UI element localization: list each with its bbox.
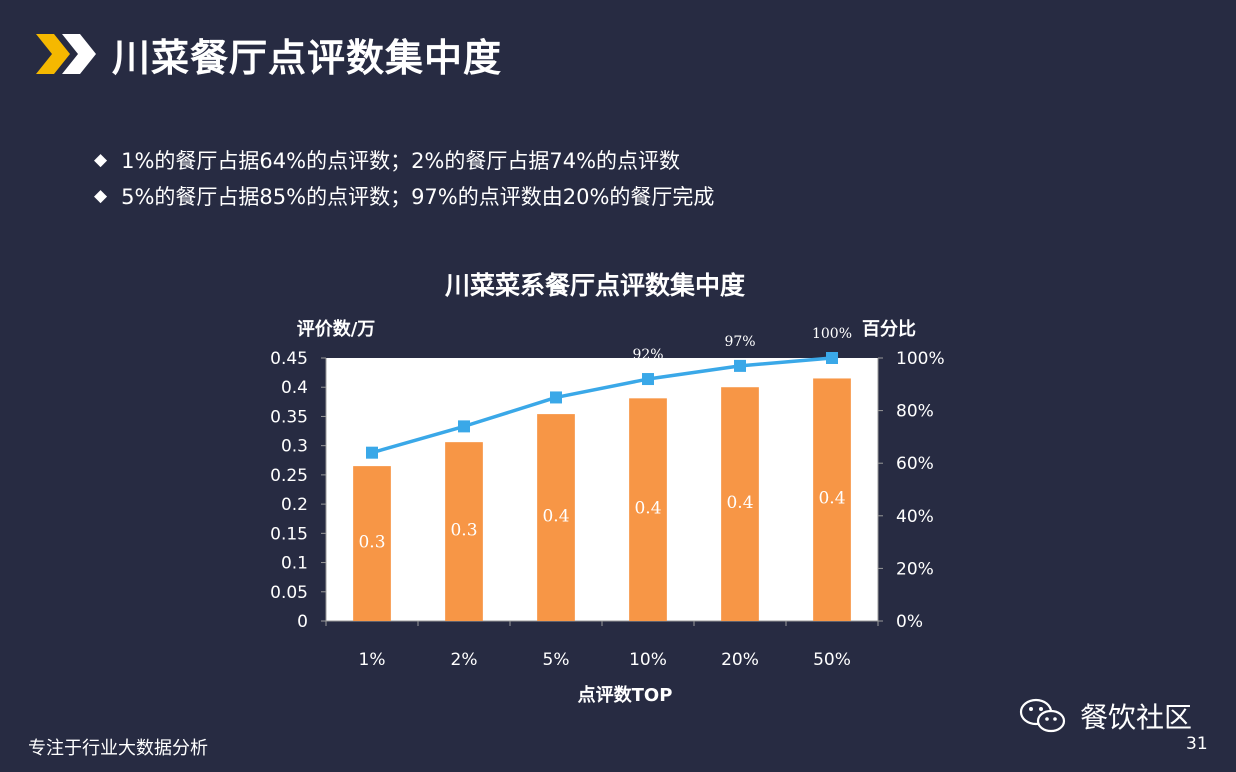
x-tick-label: 50% [813, 650, 851, 670]
line-data-label: 64% [356, 421, 387, 437]
y-tick-label: 0.2 [281, 495, 308, 515]
plot-area [326, 358, 878, 621]
y2-tick-label: 0% [896, 612, 923, 632]
bar-data-label: 0.4 [542, 507, 569, 527]
bar-data-label: 0.3 [358, 533, 385, 553]
y2-tick-label: 80% [896, 402, 934, 422]
bullet-text: 1%的餐厅占据64%的点评数；2%的餐厅占据74%的点评数 [121, 149, 681, 173]
brand-name: 餐饮社区 [1080, 701, 1193, 734]
y2-tick-label: 100% [896, 349, 945, 369]
page-title: 川菜餐厅点评数集中度 [112, 35, 503, 80]
x-tick-label: 5% [543, 650, 570, 670]
y-tick-label: 0 [297, 612, 308, 632]
y-tick-label: 0.45 [270, 349, 308, 369]
double-chevron-icon [36, 34, 96, 74]
brand-watermark: 餐饮社区 [1018, 696, 1192, 736]
line-point [734, 359, 746, 372]
bullet-item: ◆ 5%的餐厅占据85%的点评数；97%的点评数由20%的餐厅完成 [94, 178, 714, 214]
page-number: 31 [1186, 734, 1208, 754]
line-point [550, 391, 562, 404]
bar [537, 414, 575, 621]
x-tick-label: 1% [359, 650, 386, 670]
line-data-label: 97% [724, 334, 755, 350]
diamond-bullet-icon: ◆ [94, 150, 108, 170]
title-bar: 川菜餐厅点评数集中度 [36, 26, 502, 82]
bar-data-label: 0.3 [450, 521, 477, 541]
y-tick-label: 0.25 [270, 466, 308, 486]
bar [629, 398, 667, 621]
bullet-list: ◆ 1%的餐厅占据64%的点评数；2%的餐厅占据74%的点评数 ◆ 5%的餐厅占… [94, 142, 714, 214]
x-tick-label: 2% [451, 650, 478, 670]
bar [813, 378, 851, 621]
bar-data-label: 0.4 [818, 489, 845, 509]
x-axis-label: 点评数TOP [578, 684, 673, 706]
y-tick-label: 0.4 [281, 378, 308, 398]
line-point [458, 420, 470, 433]
y2-tick-label: 20% [896, 559, 934, 579]
series-line [371, 356, 833, 455]
line-point [826, 352, 838, 364]
y-tick-label: 0.35 [270, 407, 308, 427]
y2-axis-label: 百分比 [862, 319, 916, 340]
wechat-icon [1019, 698, 1066, 733]
footer-tagline: 专注于行业大数据分析 [28, 738, 208, 759]
diamond-bullet-icon: ◆ [94, 186, 108, 206]
chart-title: 川菜菜系餐厅点评数集中度 [445, 271, 745, 300]
y2-tick-label: 40% [896, 507, 934, 527]
y-tick-label: 0.15 [270, 524, 308, 544]
y-tick-label: 0.05 [270, 583, 308, 603]
line-data-label: 100% [812, 326, 852, 342]
y-axis-label: 评价数/万 [297, 318, 376, 340]
y-tick-label: 0.1 [281, 554, 308, 574]
bar [445, 442, 483, 621]
bar-data-label: 0.4 [634, 499, 661, 519]
line-data-label: 92% [632, 347, 663, 363]
bar [353, 466, 391, 621]
y2-tick-label: 60% [896, 454, 934, 474]
x-tick-label: 20% [721, 650, 759, 670]
line-data-label: 74% [448, 394, 479, 410]
line-data-label: 85% [540, 365, 571, 381]
bar [721, 387, 759, 621]
y-tick-label: 0.3 [281, 437, 308, 457]
line-point [366, 446, 378, 459]
bar-data-label: 0.4 [726, 493, 753, 513]
bullet-text: 5%的餐厅占据85%的点评数；97%的点评数由20%的餐厅完成 [121, 185, 715, 209]
line-point [642, 373, 654, 386]
bullet-item: ◆ 1%的餐厅占据64%的点评数；2%的餐厅占据74%的点评数 [94, 142, 714, 178]
x-tick-label: 10% [629, 650, 667, 670]
